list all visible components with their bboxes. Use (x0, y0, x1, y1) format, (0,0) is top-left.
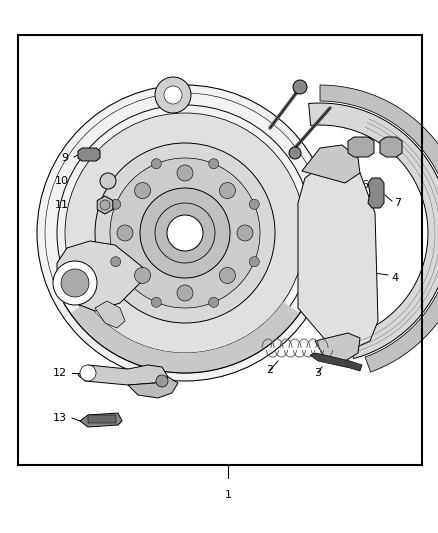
Circle shape (155, 203, 215, 263)
Circle shape (117, 225, 133, 241)
Circle shape (110, 158, 260, 308)
Circle shape (151, 297, 161, 308)
Circle shape (65, 113, 305, 353)
Circle shape (164, 86, 182, 104)
Circle shape (289, 147, 301, 159)
Circle shape (208, 159, 219, 169)
Polygon shape (128, 377, 178, 398)
Polygon shape (348, 137, 374, 157)
Text: 2: 2 (266, 365, 274, 375)
Circle shape (37, 85, 333, 381)
Polygon shape (368, 178, 384, 208)
Text: 6: 6 (361, 180, 368, 190)
Circle shape (177, 165, 193, 181)
Bar (88, 415, 116, 423)
Text: 8: 8 (411, 148, 419, 158)
Circle shape (249, 257, 259, 266)
Polygon shape (57, 241, 147, 311)
Polygon shape (78, 148, 100, 161)
Text: 12: 12 (53, 368, 67, 378)
Circle shape (151, 159, 161, 169)
Circle shape (134, 268, 151, 284)
Circle shape (219, 268, 236, 284)
Circle shape (156, 375, 168, 387)
Polygon shape (302, 145, 360, 183)
Circle shape (100, 173, 116, 189)
Circle shape (134, 183, 151, 199)
Polygon shape (309, 103, 438, 359)
Circle shape (167, 215, 203, 251)
Polygon shape (320, 85, 438, 372)
Text: 7: 7 (395, 198, 402, 208)
Polygon shape (97, 196, 113, 214)
Text: 4: 4 (392, 273, 399, 283)
Circle shape (293, 80, 307, 94)
Bar (18, 35, 422, 465)
Circle shape (61, 269, 89, 297)
Circle shape (177, 285, 193, 301)
Polygon shape (80, 413, 122, 427)
Circle shape (237, 225, 253, 241)
Circle shape (80, 365, 96, 381)
Polygon shape (380, 137, 402, 157)
Polygon shape (71, 302, 300, 373)
Text: 10: 10 (55, 176, 69, 186)
Circle shape (95, 143, 275, 323)
Text: 9: 9 (61, 153, 69, 163)
Polygon shape (95, 301, 125, 328)
Text: 13: 13 (53, 413, 67, 423)
Circle shape (111, 257, 121, 266)
Polygon shape (310, 353, 362, 371)
Circle shape (100, 200, 110, 210)
Polygon shape (298, 161, 378, 351)
Circle shape (53, 261, 97, 305)
Circle shape (140, 188, 230, 278)
Circle shape (219, 183, 236, 199)
Circle shape (111, 199, 121, 209)
Circle shape (155, 77, 191, 113)
Text: 11: 11 (55, 200, 69, 210)
Text: 5: 5 (352, 198, 358, 208)
Text: 1: 1 (225, 490, 232, 500)
Polygon shape (78, 365, 168, 385)
Circle shape (208, 297, 219, 308)
Text: 3: 3 (314, 368, 321, 378)
Polygon shape (315, 333, 360, 363)
Circle shape (249, 199, 259, 209)
